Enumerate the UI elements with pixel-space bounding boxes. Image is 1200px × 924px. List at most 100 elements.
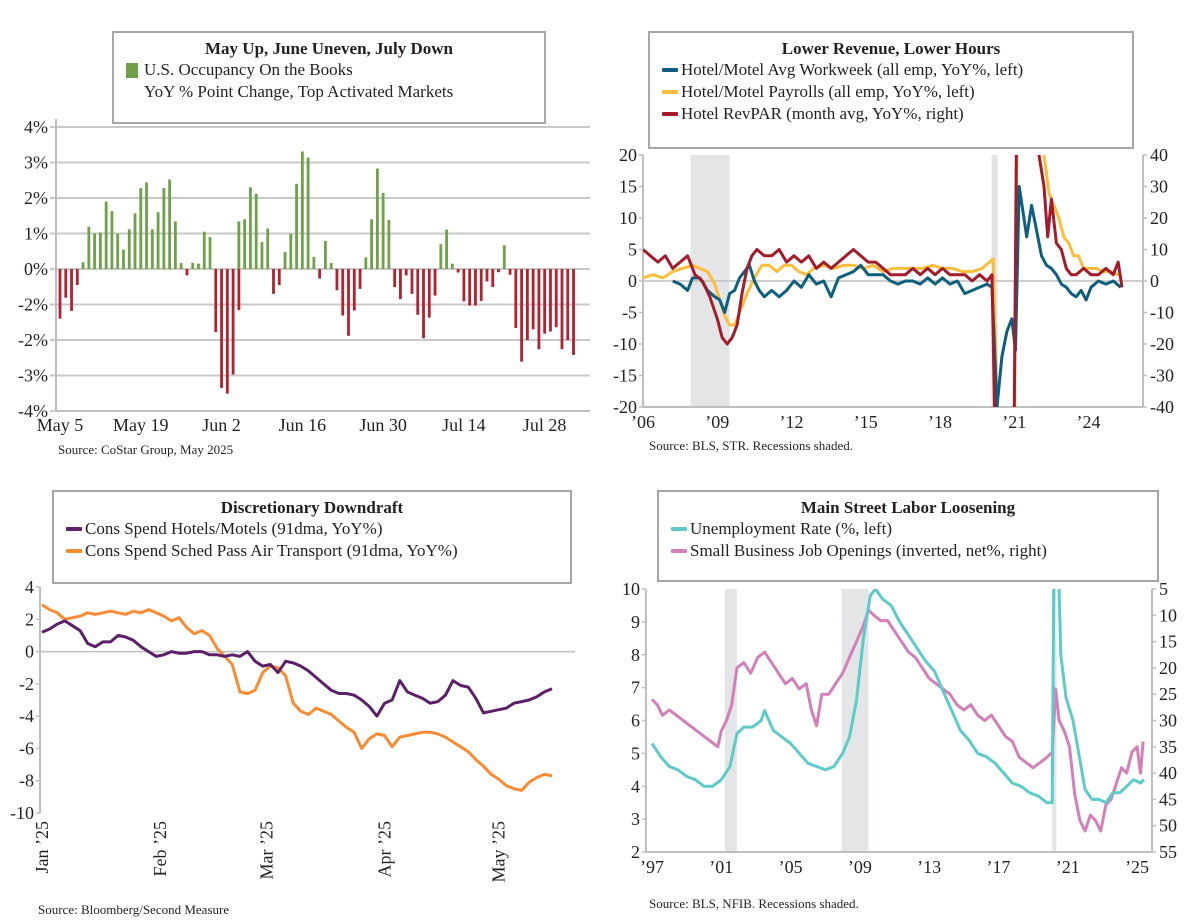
bar: [225, 269, 229, 394]
y-tick-label: 2: [25, 609, 34, 629]
bar: [150, 229, 154, 269]
hotel-legend: Lower Revenue, Lower Hours Hotel/Motel A…: [648, 31, 1134, 149]
bar: [58, 269, 62, 319]
discretionary-legend-item-air: Cons Spend Sched Pass Air Transport (91d…: [54, 540, 570, 562]
bar: [98, 232, 102, 269]
x-tick-label: May 19: [113, 415, 169, 435]
y-right-tick-label: 10: [1150, 240, 1168, 260]
y-right-tick-label: 40: [1150, 145, 1168, 165]
x-tick-label: ’21: [1056, 857, 1080, 877]
y-tick-label: -8: [19, 771, 34, 791]
bar: [70, 269, 73, 311]
y-right-tick-label: 20: [1150, 208, 1168, 228]
x-tick-label: May 5: [37, 415, 84, 435]
x-tick-label: Mar ’25: [257, 821, 277, 879]
bar: [174, 221, 177, 269]
series-line-openings: [650, 608, 1145, 833]
recession-shade: [724, 589, 737, 852]
x-tick-label: May ’25: [489, 821, 509, 883]
bar: [456, 269, 460, 273]
bar: [81, 262, 85, 269]
y-left-tick-label: 8: [631, 645, 640, 665]
bar: [439, 244, 443, 269]
y-right-tick-label: 30: [1150, 177, 1168, 197]
y-tick-label: -2: [19, 674, 34, 694]
bar: [393, 269, 397, 288]
bar: [93, 233, 97, 269]
y-tick-label: 4: [25, 577, 34, 597]
bar: [145, 182, 148, 269]
revpar-line-icon: [662, 112, 678, 116]
bar: [110, 211, 114, 269]
discretionary-legend-label-hotels: Cons Spend Hotels/Motels (91dma, YoY%): [85, 519, 383, 538]
bar: [300, 151, 304, 269]
mainstreet-legend-label-openings: Small Business Job Openings (inverted, n…: [690, 541, 1047, 560]
bar: [329, 262, 333, 269]
x-tick-label: ’18: [928, 412, 952, 432]
bar: [156, 212, 160, 269]
y-left-tick-label: -10: [613, 334, 637, 354]
bar: [433, 269, 437, 296]
x-tick-label: Jul 14: [442, 415, 486, 435]
bar: [237, 269, 241, 311]
y-tick-label: -6: [19, 738, 34, 758]
hotel-legend-label-workweek: Hotel/Motel Avg Workweek (all emp, YoY%,…: [681, 60, 1024, 79]
hotel-chart-title: Lower Revenue, Lower Hours: [781, 39, 1001, 58]
bar: [266, 228, 270, 269]
occupancy-legend: May Up, June Uneven, July Down U.S. Occu…: [112, 31, 546, 124]
series-line-air: [41, 603, 553, 792]
x-tick-label: Jun 16: [279, 415, 327, 435]
bar: [572, 269, 575, 355]
x-tick-label: ’05: [779, 857, 803, 877]
bar: [162, 188, 166, 269]
bar: [508, 269, 512, 275]
bar: [537, 269, 541, 350]
mainstreet-legend-label-unemp: Unemployment Rate (%, left): [690, 519, 893, 538]
bar: [185, 269, 189, 276]
y-tick-label: 4%: [24, 117, 48, 137]
y-right-tick-label: -40: [1150, 397, 1174, 417]
bar: [214, 269, 218, 333]
y-right-tick-label: 55: [1159, 842, 1177, 862]
bar: [289, 233, 293, 269]
occupancy-source: Source: CoStar Group, May 2025: [58, 442, 234, 457]
x-tick-label: Jun 2: [202, 415, 241, 435]
bar: [387, 220, 391, 269]
bar: [295, 183, 298, 269]
x-tick-label: Jul 28: [523, 415, 567, 435]
y-tick-label: 0: [25, 642, 34, 662]
discretionary-chart-title: Discretionary Downdraft: [220, 498, 404, 517]
hotel-source: Source: BLS, STR. Recessions shaded.: [649, 438, 854, 453]
bar: [462, 269, 466, 302]
y-right-tick-label: 30: [1159, 711, 1177, 731]
bar: [249, 187, 252, 269]
bar: [87, 226, 91, 269]
bar: [104, 201, 108, 269]
bar: [352, 269, 356, 311]
y-tick-label: -4%: [18, 401, 48, 421]
x-tick-label: ’09: [848, 857, 872, 877]
bar: [347, 269, 350, 336]
discretionary-legend: Discretionary Downdraft Cons Spend Hotel…: [52, 490, 572, 584]
bar: [306, 157, 310, 269]
bar: [543, 269, 547, 334]
y-left-tick-label: 5: [628, 240, 637, 260]
bar: [427, 269, 431, 318]
bar: [168, 179, 172, 269]
bar: [64, 269, 68, 298]
y-right-tick-label: 0: [1150, 271, 1159, 291]
bar: [375, 168, 379, 269]
bar: [399, 269, 402, 300]
bar: [404, 269, 408, 276]
y-left-tick-label: 9: [631, 612, 640, 632]
occupancy-legend-label-1: U.S. Occupancy On the Books: [144, 60, 353, 79]
y-right-tick-label: 50: [1159, 816, 1177, 836]
bar: [485, 269, 489, 282]
y-tick-label: 3%: [24, 153, 48, 173]
mainstreet-legend: Main Street Labor Loosening Unemployment…: [657, 490, 1159, 582]
bar: [514, 269, 518, 328]
unemployment-line-icon: [671, 527, 687, 531]
bar: [422, 269, 425, 339]
series-line-workweek: [672, 185, 1122, 407]
